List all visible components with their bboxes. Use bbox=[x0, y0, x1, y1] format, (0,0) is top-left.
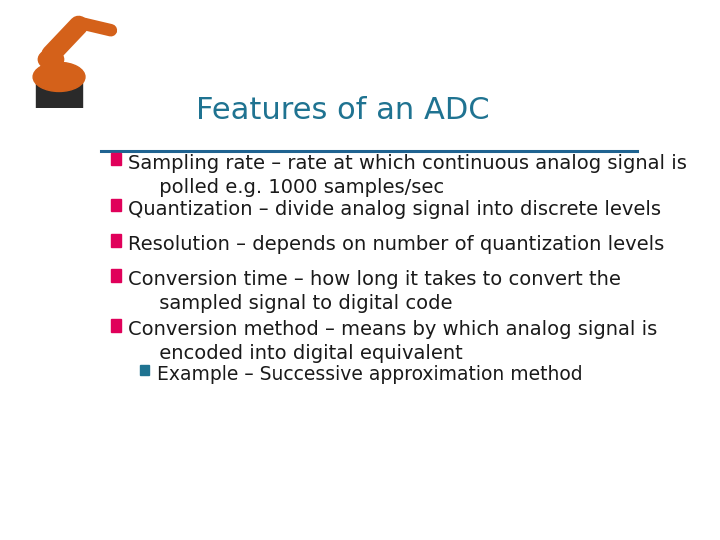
Ellipse shape bbox=[106, 28, 116, 35]
Bar bbox=[36, 81, 82, 108]
Text: Conversion method – means by which analog signal is
     encoded into digital eq: Conversion method – means by which analo… bbox=[128, 320, 657, 363]
Bar bbox=[111, 153, 121, 165]
Text: Conversion time – how long it takes to convert the
     sampled signal to digita: Conversion time – how long it takes to c… bbox=[128, 270, 621, 313]
Text: Example – Successive approximation method: Example – Successive approximation metho… bbox=[157, 366, 582, 384]
Bar bbox=[111, 269, 121, 282]
Text: Quantization – divide analog signal into discrete levels: Quantization – divide analog signal into… bbox=[128, 199, 661, 219]
Ellipse shape bbox=[38, 50, 63, 69]
Ellipse shape bbox=[33, 62, 85, 91]
Ellipse shape bbox=[74, 18, 90, 28]
Bar bbox=[140, 365, 148, 375]
Bar bbox=[111, 199, 121, 211]
Text: Sampling rate – rate at which continuous analog signal is
     polled e.g. 1000 : Sampling rate – rate at which continuous… bbox=[128, 154, 687, 197]
Text: Resolution – depends on number of quantization levels: Resolution – depends on number of quanti… bbox=[128, 235, 664, 254]
Text: Features of an ADC: Features of an ADC bbox=[196, 96, 490, 125]
Bar bbox=[111, 319, 121, 332]
Bar bbox=[111, 234, 121, 246]
